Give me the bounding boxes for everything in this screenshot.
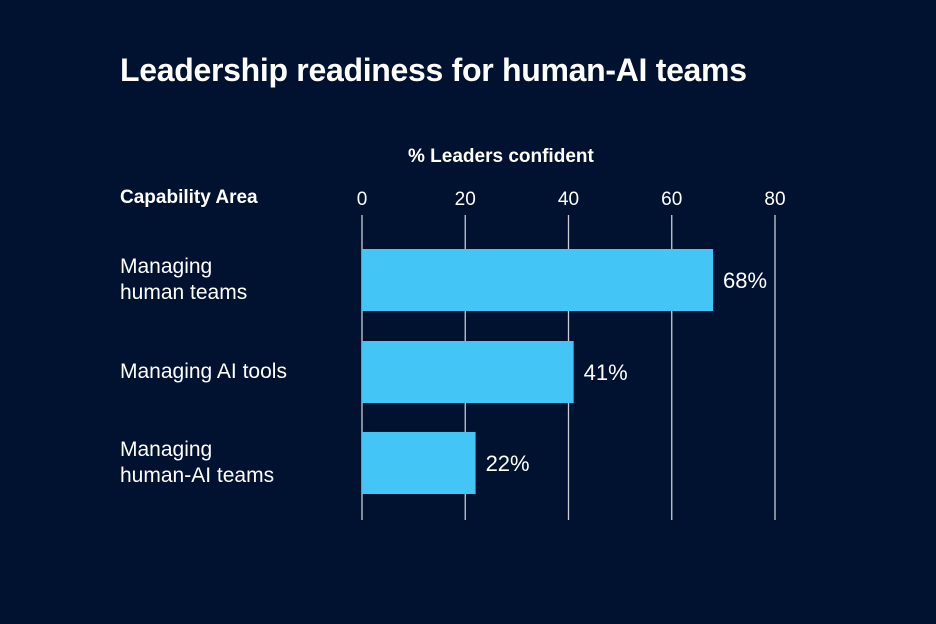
x-tick-label-0: 0 — [357, 189, 368, 210]
x-tick-label-20: 20 — [455, 189, 476, 210]
bar-2 — [362, 432, 476, 494]
chart-title: Leadership readiness for human-AI teams — [120, 52, 747, 88]
category-label-0: Managing human teams — [120, 255, 248, 304]
category-header: Capability Area — [120, 187, 258, 208]
data-label-2: 22% — [486, 451, 530, 476]
data-label-0: 68% — [723, 268, 767, 293]
category-label-2: Managing human-AI teams — [120, 438, 275, 487]
x-tick-label-40: 40 — [558, 189, 579, 210]
data-label-1: 41% — [584, 360, 628, 385]
x-tick-label-80: 80 — [764, 189, 785, 210]
x-tick-label-60: 60 — [661, 189, 682, 210]
bar-1 — [362, 341, 574, 403]
bar-0 — [362, 249, 714, 311]
category-label-1: Managing AI tools — [120, 360, 287, 383]
x-axis-label: % Leaders confident — [408, 146, 594, 167]
